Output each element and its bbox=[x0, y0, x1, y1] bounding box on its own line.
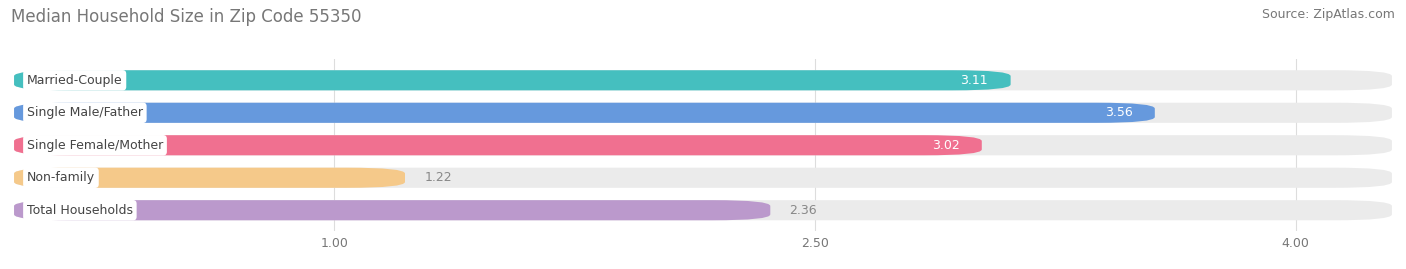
FancyBboxPatch shape bbox=[14, 135, 981, 155]
Text: Married-Couple: Married-Couple bbox=[27, 74, 122, 87]
Text: Total Households: Total Households bbox=[27, 204, 134, 217]
FancyBboxPatch shape bbox=[14, 70, 1011, 90]
Text: Non-family: Non-family bbox=[27, 171, 96, 184]
FancyBboxPatch shape bbox=[14, 168, 1392, 188]
FancyBboxPatch shape bbox=[14, 103, 1392, 123]
FancyBboxPatch shape bbox=[14, 168, 405, 188]
Text: 3.56: 3.56 bbox=[1105, 106, 1132, 119]
Text: 2.36: 2.36 bbox=[790, 204, 817, 217]
Text: 3.11: 3.11 bbox=[960, 74, 988, 87]
FancyBboxPatch shape bbox=[14, 200, 770, 220]
Text: 1.22: 1.22 bbox=[425, 171, 451, 184]
Text: Source: ZipAtlas.com: Source: ZipAtlas.com bbox=[1261, 8, 1395, 21]
FancyBboxPatch shape bbox=[14, 135, 1392, 155]
FancyBboxPatch shape bbox=[14, 70, 1392, 90]
Text: Single Female/Mother: Single Female/Mother bbox=[27, 139, 163, 152]
Text: Median Household Size in Zip Code 55350: Median Household Size in Zip Code 55350 bbox=[11, 8, 361, 26]
FancyBboxPatch shape bbox=[14, 200, 1392, 220]
Text: 3.02: 3.02 bbox=[932, 139, 959, 152]
Text: Single Male/Father: Single Male/Father bbox=[27, 106, 143, 119]
FancyBboxPatch shape bbox=[14, 103, 1154, 123]
